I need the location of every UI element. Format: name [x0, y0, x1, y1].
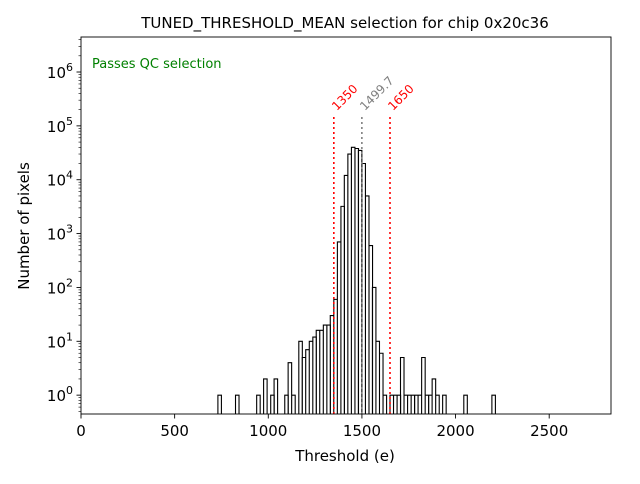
chart-title: TUNED_THRESHOLD_MEAN selection for chip … — [140, 14, 549, 33]
x-tick-label: 1500 — [343, 422, 381, 440]
y-tick-label: 102 — [47, 276, 73, 297]
x-axis-label: Threshold (e) — [294, 447, 395, 465]
x-tick-label: 1000 — [249, 422, 287, 440]
qc-status-annotation: Passes QC selection — [92, 57, 222, 72]
histogram-outline — [217, 146, 496, 415]
x-tick-label: 2000 — [436, 422, 474, 440]
y-axis-label: Number of pixels — [15, 162, 33, 290]
y-axis-ticks: 100 101 102 103 104 105 106 — [47, 39, 81, 412]
y-tick-label: 104 — [47, 169, 73, 190]
vline-label-0: 1350 — [329, 82, 360, 113]
x-tick-label: 2500 — [530, 422, 568, 440]
x-tick-label: 500 — [160, 422, 189, 440]
x-axis-ticks: 0 500 1000 1500 2000 2500 — [76, 414, 568, 440]
y-tick-label: 101 — [47, 330, 73, 351]
y-tick-label: 106 — [47, 61, 73, 82]
y-tick-label: 103 — [47, 223, 73, 244]
x-tick-label: 0 — [76, 422, 86, 440]
y-tick-label: 100 — [47, 384, 73, 405]
axes-frame — [80, 36, 612, 415]
y-tick-label: 105 — [47, 115, 73, 136]
